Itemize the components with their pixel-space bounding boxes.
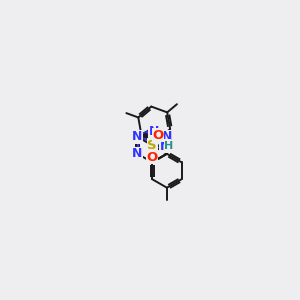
Text: N: N xyxy=(160,140,170,153)
Text: O: O xyxy=(147,151,158,164)
Text: H: H xyxy=(164,141,174,151)
Text: N: N xyxy=(148,125,159,138)
Text: N: N xyxy=(132,147,143,160)
Text: N: N xyxy=(162,130,172,143)
Text: S: S xyxy=(147,139,157,152)
Text: O: O xyxy=(152,129,164,142)
Text: S: S xyxy=(158,131,168,144)
Text: N: N xyxy=(132,130,143,143)
